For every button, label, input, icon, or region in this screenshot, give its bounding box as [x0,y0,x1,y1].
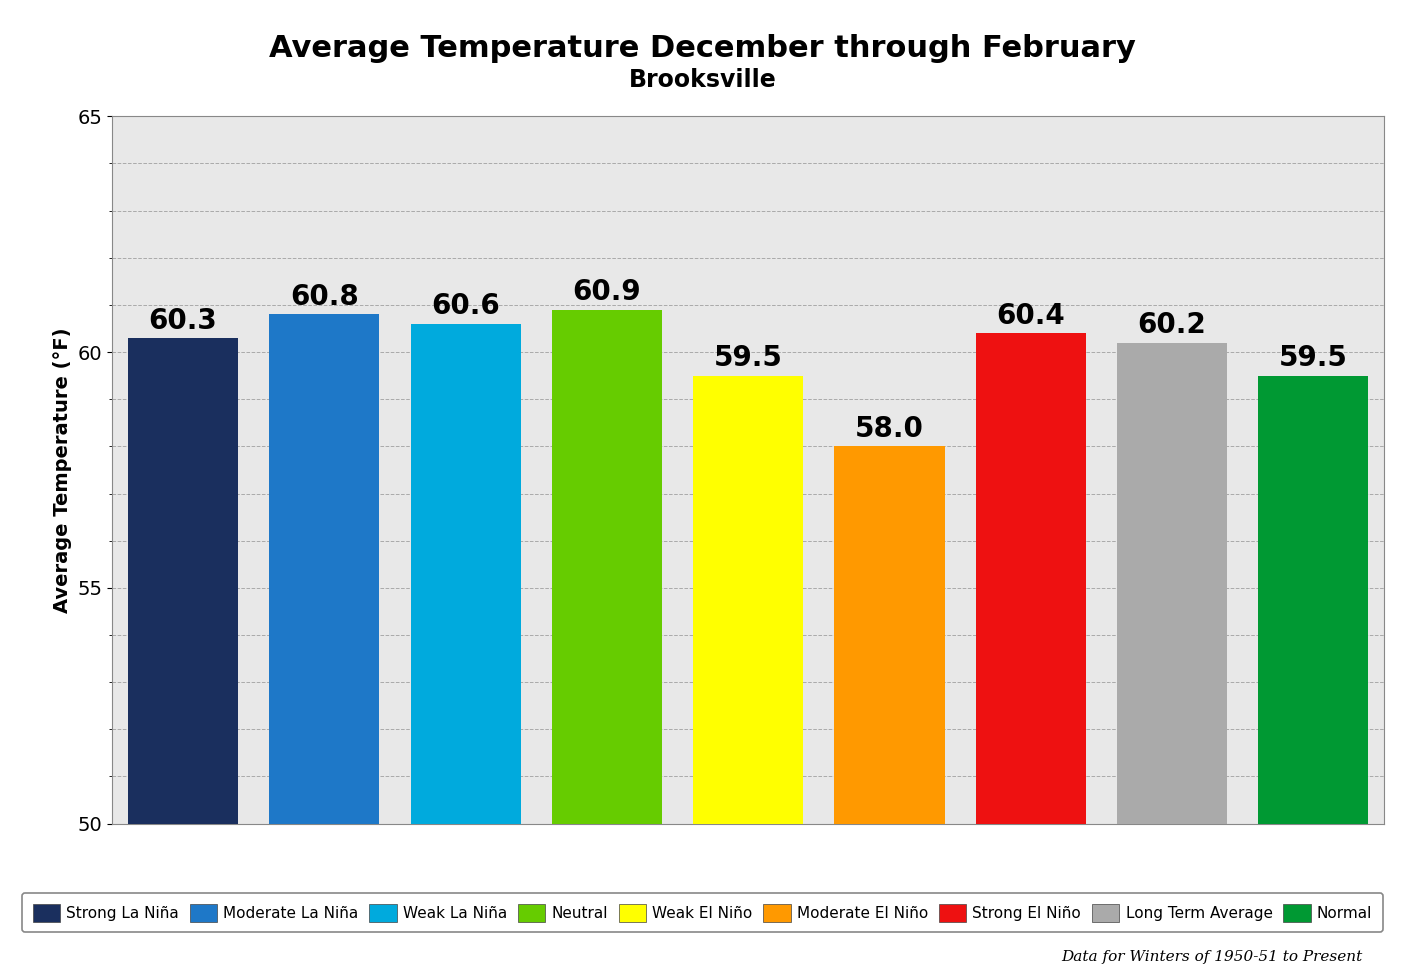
Text: 59.5: 59.5 [1279,344,1347,372]
Y-axis label: Average Temperature (°F): Average Temperature (°F) [53,328,72,612]
Text: Average Temperature December through February: Average Temperature December through Feb… [270,34,1135,63]
Bar [128,338,237,969]
Bar [552,310,662,969]
Text: 60.3: 60.3 [149,306,218,334]
Bar [693,376,804,969]
Legend: Strong La Niña, Moderate La Niña, Weak La Niña, Neutral, Weak El Niño, Moderate : Strong La Niña, Moderate La Niña, Weak L… [22,893,1383,932]
Bar [975,333,1086,969]
Text: 60.8: 60.8 [289,283,358,311]
Bar [1259,376,1368,969]
Text: 60.2: 60.2 [1138,311,1207,339]
Bar [270,314,379,969]
Text: 60.4: 60.4 [996,302,1065,329]
Bar [835,447,944,969]
Text: 60.9: 60.9 [573,278,641,306]
Text: Brooksville: Brooksville [628,68,777,92]
Text: Data for Winters of 1950-51 to Present: Data for Winters of 1950-51 to Present [1062,951,1363,964]
Bar [1117,343,1227,969]
Bar [410,324,521,969]
Text: 60.6: 60.6 [431,293,500,321]
Text: 58.0: 58.0 [856,415,924,443]
Text: 59.5: 59.5 [714,344,783,372]
